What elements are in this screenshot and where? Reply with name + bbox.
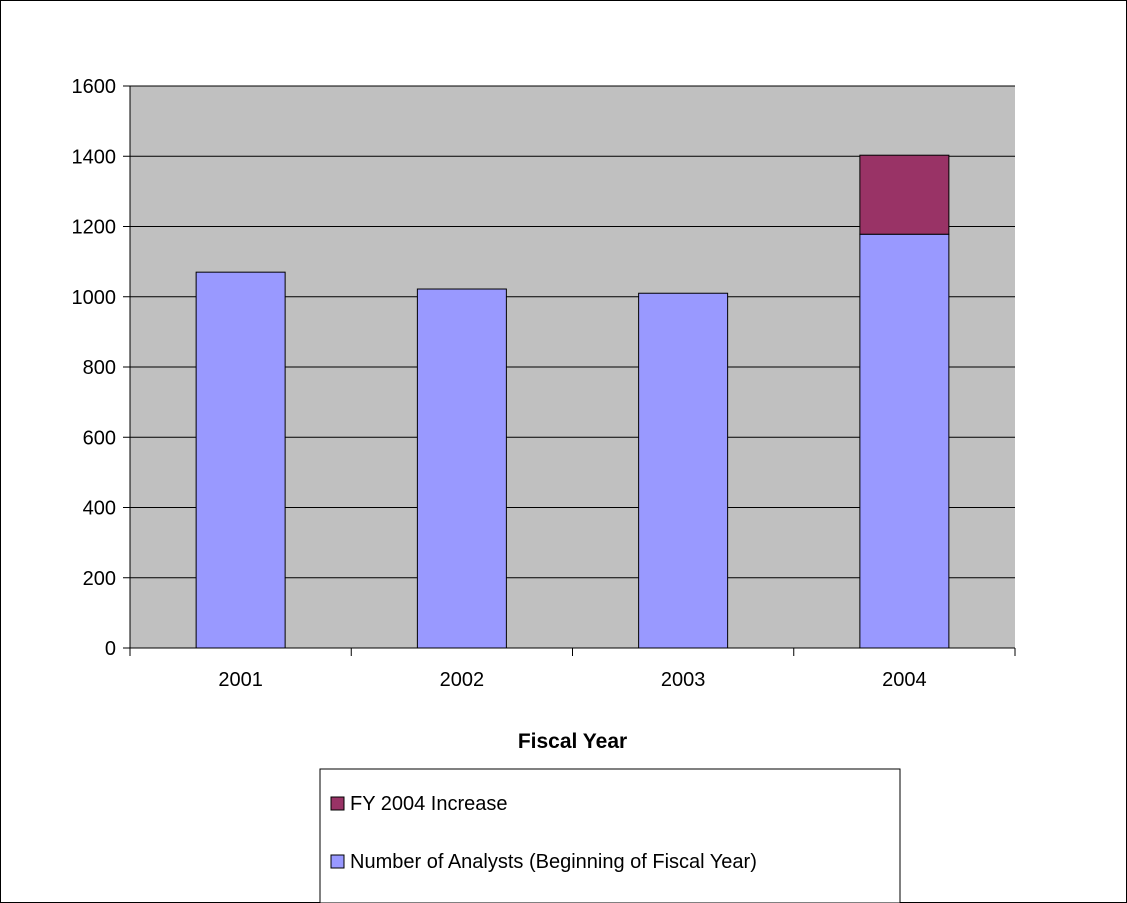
legend-label-analysts: Number of Analysts (Beginning of Fiscal …	[350, 851, 757, 873]
legend-swatch-analysts	[330, 854, 345, 869]
bar-analysts-2003	[638, 292, 729, 649]
axes	[123, 85, 1016, 656]
y-tick-label: 1400	[72, 146, 117, 168]
legend-label-increase: FY 2004 Increase	[350, 793, 508, 815]
y-tick-label: 200	[83, 568, 116, 590]
legend-box	[319, 768, 901, 903]
x-axis-title: Fiscal Year	[518, 730, 627, 753]
x-tick-label: 2003	[661, 669, 706, 691]
y-tick-labels: 0 200 400 600 800 1000 1200 1400 1600	[72, 76, 117, 660]
bar-analysts-2001	[195, 271, 286, 649]
y-tick-label: 800	[83, 357, 116, 379]
x-tick-label: 2004	[882, 669, 927, 691]
x-tick-label: 2002	[440, 669, 485, 691]
y-tick-label: 1200	[72, 217, 117, 239]
y-tick-label: 0	[105, 638, 116, 660]
bars	[195, 154, 950, 649]
bar-analysts-2002	[416, 288, 507, 649]
y-tick-label: 1000	[72, 287, 117, 309]
y-tick-label: 600	[83, 427, 116, 449]
legend-swatch-increase	[330, 796, 345, 811]
y-tick-label: 1600	[72, 76, 117, 98]
x-tick-label: 2001	[218, 669, 263, 691]
bar-increase-2004	[859, 154, 950, 235]
y-tick-label: 400	[83, 498, 116, 520]
x-tick-labels: 2001 2002 2003 2004	[218, 669, 926, 691]
bar-analysts-2004	[859, 233, 950, 649]
legend: FY 2004 Increase Number of Analysts (Begi…	[319, 768, 901, 903]
